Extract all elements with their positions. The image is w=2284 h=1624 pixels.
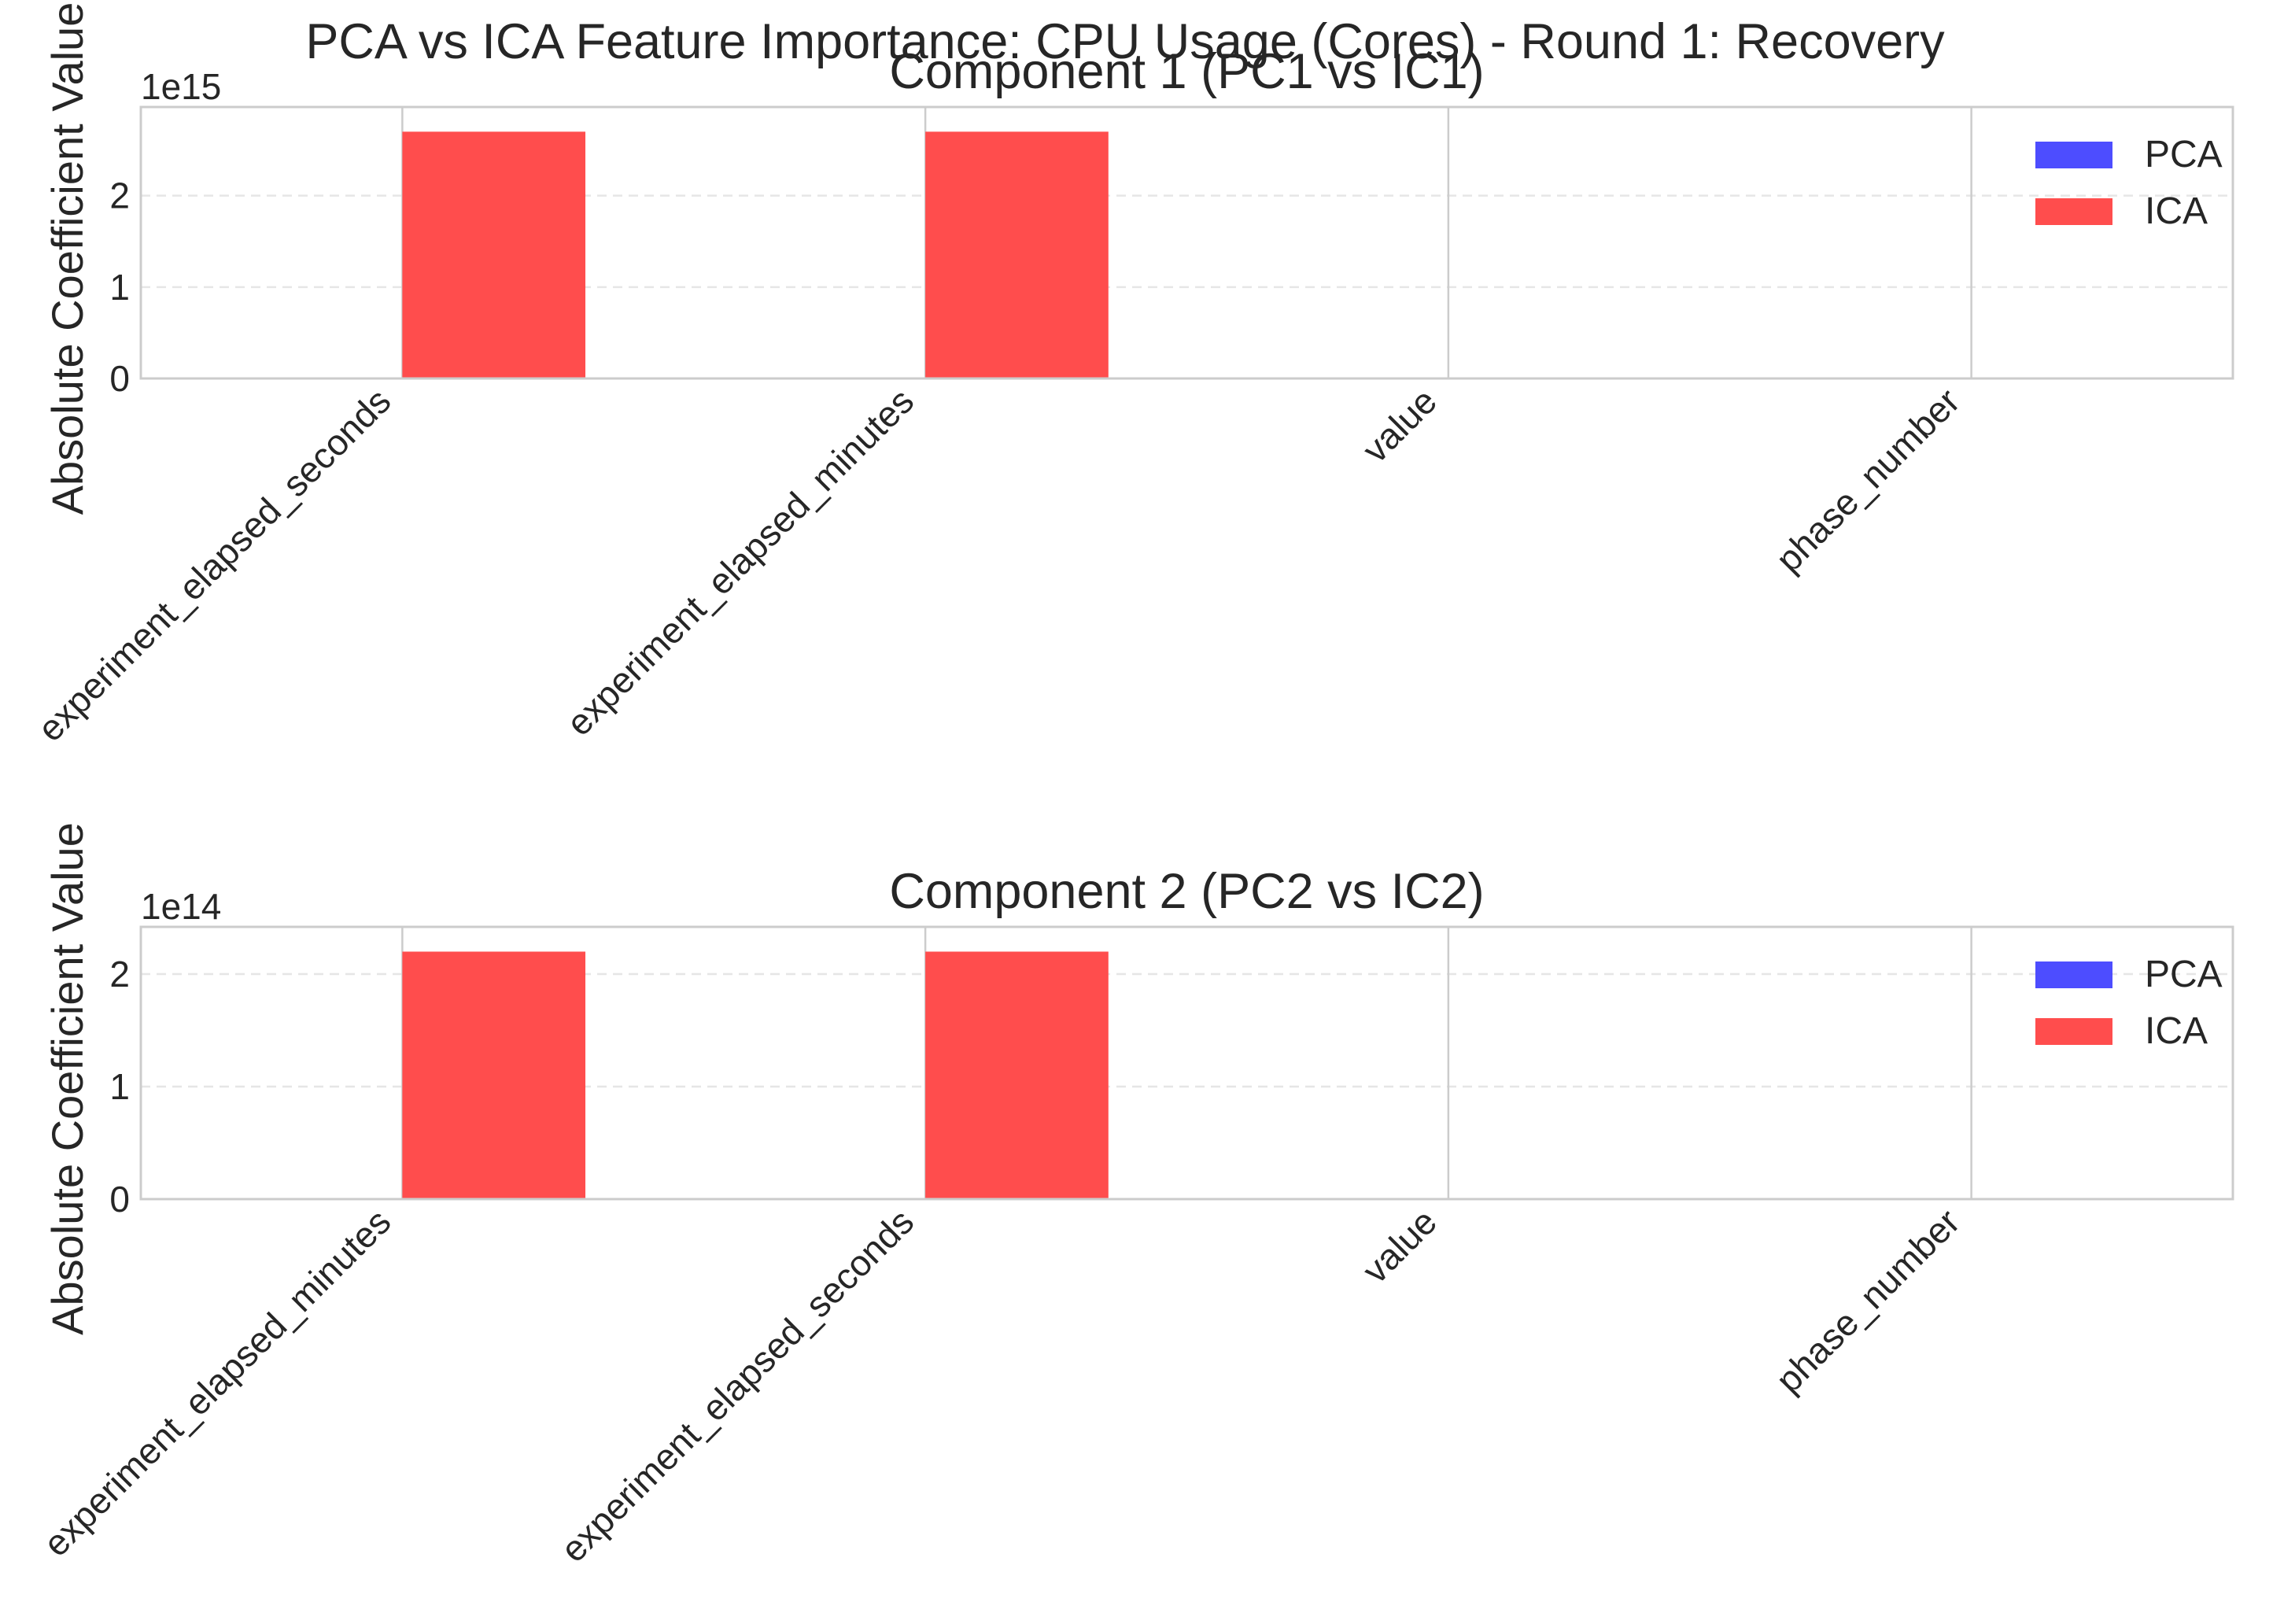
bar-ica-experiment-elapsed-minutes bbox=[402, 951, 586, 1199]
legend: PCA ICA bbox=[2035, 954, 2223, 1052]
x-tick-label: value bbox=[1354, 380, 1445, 471]
y-tick-label: 1 bbox=[109, 267, 130, 308]
x-tick-label: phase_number bbox=[1768, 1201, 1968, 1401]
y-axis-label: Absolute Coefficient Value bbox=[42, 2, 92, 515]
x-tick-label: value bbox=[1354, 1201, 1445, 1291]
y-tick-label: 0 bbox=[109, 358, 130, 399]
y-scale-offset: 1e15 bbox=[141, 66, 221, 107]
legend-label-ica: ICA bbox=[2145, 1010, 2208, 1052]
bar-ica-experiment-elapsed-seconds bbox=[402, 131, 586, 378]
x-tick-label: experiment_elapsed_seconds bbox=[552, 1201, 921, 1570]
x-tick-label: experiment_elapsed_minutes bbox=[559, 380, 922, 744]
legend: PCA ICA bbox=[2035, 134, 2223, 232]
chart-panel-1: Component 1 (PC1 vs IC1) 0 1 2 1e15 Absolute … bbox=[30, 2, 2234, 749]
x-tick-label: phase_number bbox=[1768, 380, 1968, 580]
bar-ica-experiment-elapsed-minutes bbox=[925, 131, 1109, 378]
axes-frame bbox=[139, 105, 2234, 380]
axes-frame bbox=[139, 925, 2234, 1201]
y-tick-label: 1 bbox=[109, 1066, 130, 1107]
legend-swatch-ica bbox=[2035, 1018, 2112, 1045]
legend-swatch-pca bbox=[2035, 142, 2112, 168]
y-tick-label: 0 bbox=[109, 1179, 130, 1220]
legend-label-pca: PCA bbox=[2145, 954, 2223, 995]
y-tick-label: 2 bbox=[109, 954, 130, 995]
panel-title: Component 1 (PC1 vs IC1) bbox=[889, 44, 1484, 99]
chart-panel-2: Component 2 (PC2 vs IC2) 0 1 2 1e14 Absolute … bbox=[35, 822, 2234, 1570]
legend-label-pca: PCA bbox=[2145, 134, 2223, 175]
legend-swatch-ica bbox=[2035, 198, 2112, 225]
figure-title: PCA vs ICA Feature Importance: CPU Usage… bbox=[305, 14, 1945, 69]
legend-swatch-pca bbox=[2035, 961, 2112, 988]
y-axis-label: Absolute Coefficient Value bbox=[42, 822, 92, 1335]
legend-label-ica: ICA bbox=[2145, 190, 2208, 232]
panel-title: Component 2 (PC2 vs IC2) bbox=[889, 864, 1484, 919]
y-scale-offset: 1e14 bbox=[141, 886, 221, 927]
y-tick-label: 2 bbox=[109, 175, 130, 216]
bar-ica-experiment-elapsed-seconds bbox=[925, 951, 1109, 1199]
